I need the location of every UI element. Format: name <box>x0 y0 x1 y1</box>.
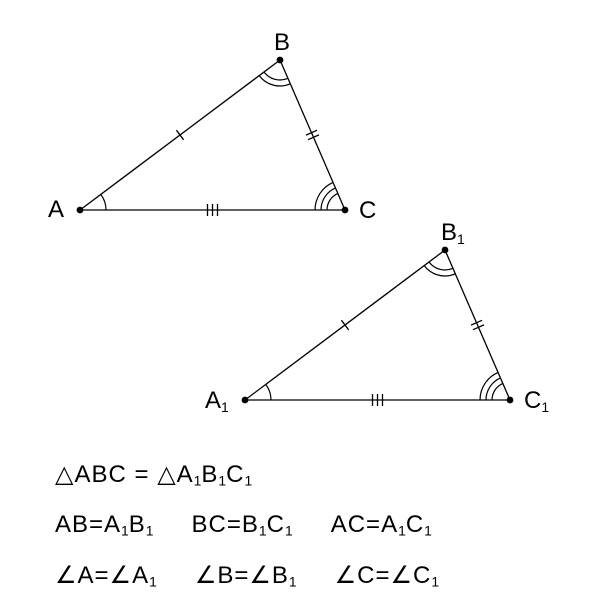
svg-text:B: B <box>274 29 290 56</box>
svg-text:B1: B1 <box>441 219 465 247</box>
svg-text:C: C <box>359 197 376 224</box>
svg-text:A1: A1 <box>205 387 229 415</box>
formula-block: △ABC = △A1B1C1AB=A1B1BC=B1C1AC=A1C1∠A=∠A… <box>55 450 439 601</box>
svg-text:C1: C1 <box>524 387 549 415</box>
svg-text:A: A <box>48 196 64 223</box>
